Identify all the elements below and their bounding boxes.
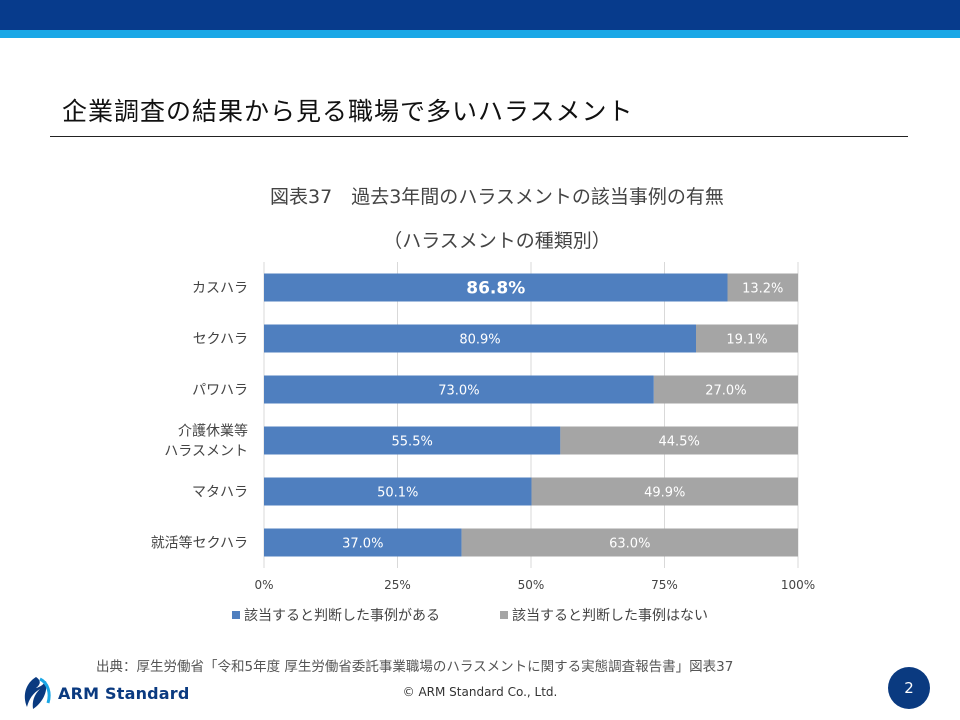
chart-subtitle: （ハラスメントの種類別） <box>383 230 611 252</box>
bar-segment <box>264 375 654 404</box>
chart-title: 図表37 過去3年間のハラスメントの該当事例の有無 <box>270 186 724 208</box>
bar-segment <box>264 426 561 455</box>
bar-segment <box>264 477 532 506</box>
arm-logo-icon <box>24 677 51 709</box>
source-citation: 出典：厚生労働省「令和5年度 厚生労働省委託事業職場のハラスメントに関する実態調… <box>96 659 734 675</box>
title-underline <box>50 136 908 137</box>
data-label: 80.9% <box>459 333 500 348</box>
chart-legend: 該当すると判断した事例がある 該当すると判断した事例はない <box>0 605 960 627</box>
brand-logo: ARM Standard <box>18 673 190 713</box>
data-label: 13.2% <box>742 282 783 297</box>
data-label: 55.5% <box>392 435 433 450</box>
bar-segment <box>696 324 798 353</box>
bar-segment <box>727 273 798 302</box>
slide-title: 企業調査の結果から見る職場で多いハラスメント <box>62 97 634 126</box>
bar-segment <box>264 528 462 557</box>
x-tick-label: 0% <box>254 578 273 592</box>
header-bar <box>0 0 960 30</box>
x-tick-label: 100% <box>781 578 815 592</box>
category-label: 就活等セクハラ <box>151 535 248 552</box>
data-label: 63.0% <box>609 537 650 552</box>
category-label: 介護休業等ハラスメント <box>164 423 248 460</box>
data-label: 27.0% <box>705 384 746 399</box>
x-tick-label: 25% <box>384 578 411 592</box>
data-label: 73.0% <box>438 384 479 399</box>
bar-segment <box>653 375 798 404</box>
category-label: カスハラ <box>192 281 248 297</box>
legend-item: 該当すると判断した事例がある <box>232 605 440 625</box>
page-number: 2 <box>888 667 930 709</box>
category-label: パワハラ <box>192 383 248 399</box>
data-label: 19.1% <box>726 333 767 348</box>
legend-label: 該当すると判断した事例はない <box>512 608 708 624</box>
data-label: 86.8% <box>466 279 525 299</box>
x-tick-label: 50% <box>518 578 545 592</box>
logo-text: ARM Standard <box>58 683 190 703</box>
legend-item: 該当すると判断した事例はない <box>500 605 708 625</box>
data-label: 44.5% <box>659 435 700 450</box>
data-label: 49.9% <box>644 486 685 501</box>
header-accent-bar <box>0 30 960 38</box>
data-label: 50.1% <box>377 486 418 501</box>
x-tick-label: 75% <box>651 578 678 592</box>
legend-swatch <box>232 611 240 619</box>
copyright: © ARM Standard Co., Ltd. <box>402 685 558 699</box>
bar-segment <box>264 273 728 302</box>
bar-segment <box>264 324 697 353</box>
bar-segment <box>560 426 798 455</box>
legend-swatch <box>500 611 508 619</box>
bar-segment <box>461 528 798 557</box>
bar-segment <box>531 477 798 506</box>
category-label: セクハラ <box>193 332 248 348</box>
category-label: マタハラ <box>192 485 248 501</box>
legend-label: 該当すると判断した事例がある <box>244 608 440 624</box>
data-label: 37.0% <box>342 537 383 552</box>
